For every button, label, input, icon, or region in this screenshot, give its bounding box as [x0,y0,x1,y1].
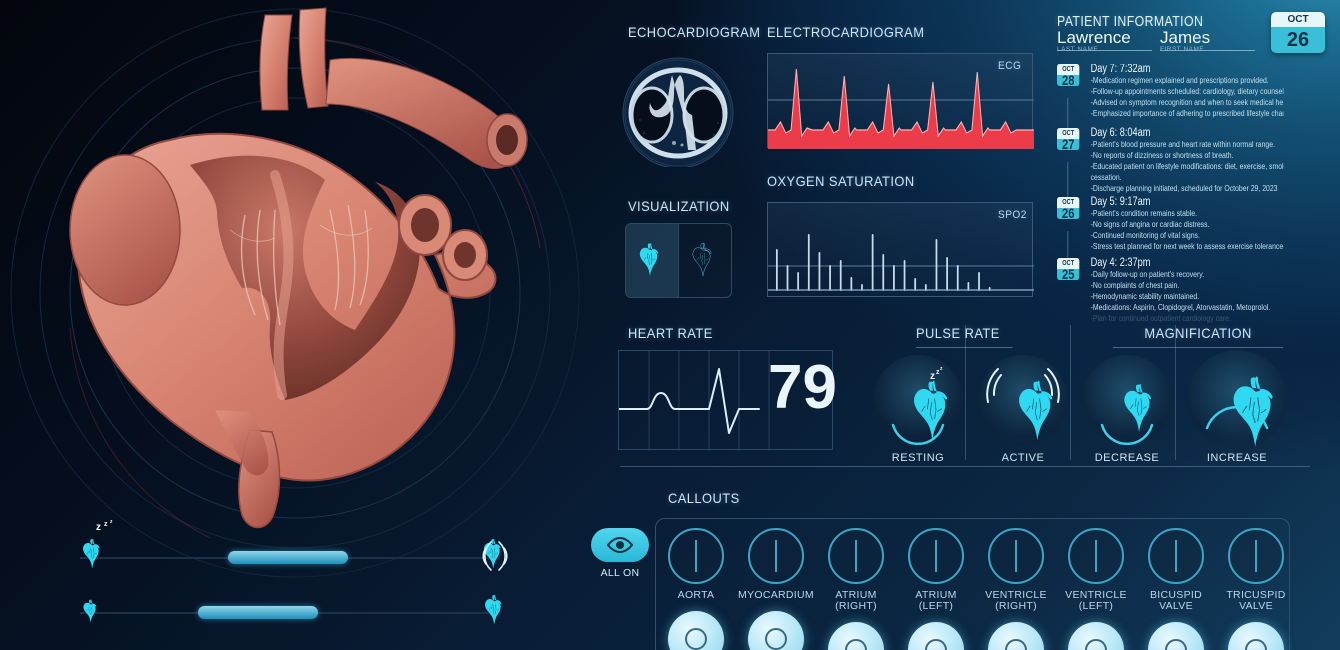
svg-text:z: z [940,366,943,372]
svg-text:z: z [104,521,108,528]
svg-text:z: z [110,519,113,525]
svg-text:z: z [96,522,101,533]
svg-text:z: z [930,371,935,382]
